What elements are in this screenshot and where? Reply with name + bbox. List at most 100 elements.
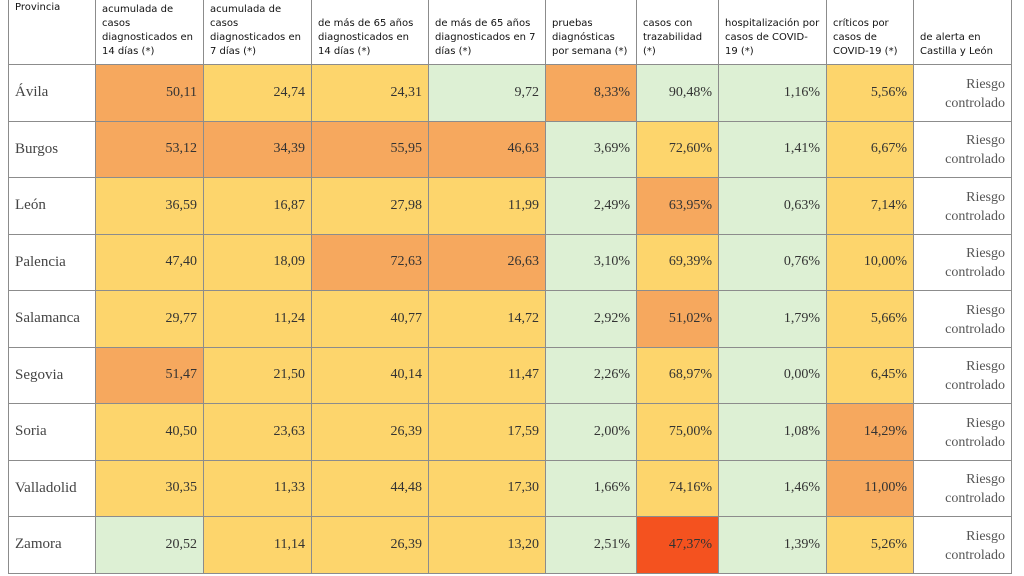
value-cell: 46,63	[428, 120, 546, 178]
table-row: Ávila 50,11 24,74 24,31 9,72 8,33% 90,48% 1,16%…	[8, 64, 1012, 122]
header-cell: de más de 65 años diagnosticados en 7 dí…	[428, 0, 546, 65]
province-cell: León	[8, 177, 96, 235]
value-cell: 6,67%	[826, 120, 914, 178]
value-cell: 63,95%	[636, 177, 719, 235]
value-cell: Riesgo controlado	[913, 233, 1012, 291]
value-cell: 47,40	[95, 233, 204, 291]
value-cell: 11,24	[203, 290, 312, 348]
value-cell: Riesgo controlado	[913, 403, 1012, 461]
value-cell: 20,52	[95, 516, 204, 574]
value-cell: 1,16%	[718, 64, 827, 122]
value-cell: 23,63	[203, 403, 312, 461]
value-cell: 40,77	[311, 290, 429, 348]
value-cell: 16,87	[203, 177, 312, 235]
value-cell: 26,63	[428, 233, 546, 291]
value-cell: 27,98	[311, 177, 429, 235]
value-cell: 72,63	[311, 233, 429, 291]
header-cell: Provincia	[8, 0, 96, 65]
value-cell: 75,00%	[636, 403, 719, 461]
value-cell: 3,10%	[545, 233, 637, 291]
province-cell: Palencia	[8, 233, 96, 291]
value-cell: 2,26%	[545, 346, 637, 404]
province-cell: Salamanca	[8, 290, 96, 348]
value-cell: 36,59	[95, 177, 204, 235]
value-cell: 21,50	[203, 346, 312, 404]
value-cell: 1,39%	[718, 516, 827, 574]
value-cell: 0,76%	[718, 233, 827, 291]
value-cell: 5,66%	[826, 290, 914, 348]
province-cell: Segovia	[8, 346, 96, 404]
value-cell: 5,26%	[826, 516, 914, 574]
header-cell: críticos por casos de COVID-19 (*)	[826, 0, 914, 65]
value-cell: 2,49%	[545, 177, 637, 235]
value-cell: 24,74	[203, 64, 312, 122]
header-cell: hospitalización por casos de COVID-19 (*…	[718, 0, 827, 65]
value-cell: 51,02%	[636, 290, 719, 348]
value-cell: 1,41%	[718, 120, 827, 178]
value-cell: Riesgo controlado	[913, 290, 1012, 348]
table-row: Salamanca 29,77 11,24 40,77 14,72 2,92% 51,02%…	[8, 290, 1012, 348]
value-cell: 1,79%	[718, 290, 827, 348]
table-row: Zamora 20,52 11,14 26,39 13,20 2,51% 47,37% 1,3…	[8, 516, 1012, 574]
value-cell: 18,09	[203, 233, 312, 291]
table-row: León 36,59 16,87 27,98 11,99 2,49% 63,95% 0,63%…	[8, 177, 1012, 235]
header-cell: de más de 65 años diagnosticados en 14 d…	[311, 0, 429, 65]
value-cell: 72,60%	[636, 120, 719, 178]
value-cell: 11,47	[428, 346, 546, 404]
value-cell: 26,39	[311, 403, 429, 461]
value-cell: 11,33	[203, 459, 312, 517]
value-cell: 69,39%	[636, 233, 719, 291]
value-cell: 14,29%	[826, 403, 914, 461]
table-row: Valladolid 30,35 11,33 44,48 17,30 1,66% 74,16…	[8, 459, 1012, 517]
value-cell: 11,99	[428, 177, 546, 235]
value-cell: Riesgo controlado	[913, 516, 1012, 574]
province-cell: Zamora	[8, 516, 96, 574]
table-row: Segovia 51,47 21,50 40,14 11,47 2,26% 68,97% 0,…	[8, 346, 1012, 404]
data-table: Provincia acumulada de casos diagnosticad…	[8, 0, 1012, 574]
value-cell: 17,30	[428, 459, 546, 517]
value-cell: Riesgo controlado	[913, 346, 1012, 404]
header-cell: casos con trazabilidad (*)	[636, 0, 719, 65]
value-cell: 30,35	[95, 459, 204, 517]
value-cell: 47,37%	[636, 516, 719, 574]
header-cell: acumulada de casos diagnosticados en 7 d…	[203, 0, 312, 65]
value-cell: 74,16%	[636, 459, 719, 517]
province-cell: Ávila	[8, 64, 96, 122]
value-cell: 10,00%	[826, 233, 914, 291]
value-cell: Riesgo controlado	[913, 64, 1012, 122]
header-cell: de alerta en Castilla y León	[913, 0, 1012, 65]
province-cell: Valladolid	[8, 459, 96, 517]
value-cell: 3,69%	[545, 120, 637, 178]
value-cell: 2,92%	[545, 290, 637, 348]
table-row: Soria 40,50 23,63 26,39 17,59 2,00% 75,00% 1,08…	[8, 403, 1012, 461]
value-cell: 9,72	[428, 64, 546, 122]
value-cell: 40,50	[95, 403, 204, 461]
value-cell: 53,12	[95, 120, 204, 178]
table-wrap: Provincia acumulada de casos diagnosticad…	[8, 0, 1012, 574]
value-cell: 29,77	[95, 290, 204, 348]
value-cell: 11,00%	[826, 459, 914, 517]
value-cell: 14,72	[428, 290, 546, 348]
value-cell: 55,95	[311, 120, 429, 178]
table-body: Ávila 50,11 24,74 24,31 9,72 8,33% 90,48% 1,16%…	[8, 64, 1012, 574]
value-cell: 2,51%	[545, 516, 637, 574]
value-cell: 0,63%	[718, 177, 827, 235]
value-cell: 2,00%	[545, 403, 637, 461]
value-cell: 26,39	[311, 516, 429, 574]
header-cell: acumulada de casos diagnosticados en 14 …	[95, 0, 204, 65]
value-cell: 5,56%	[826, 64, 914, 122]
value-cell: 17,59	[428, 403, 546, 461]
value-cell: 1,08%	[718, 403, 827, 461]
value-cell: 40,14	[311, 346, 429, 404]
province-cell: Burgos	[8, 120, 96, 178]
value-cell: 7,14%	[826, 177, 914, 235]
value-cell: 44,48	[311, 459, 429, 517]
value-cell: 90,48%	[636, 64, 719, 122]
value-cell: 6,45%	[826, 346, 914, 404]
value-cell: 50,11	[95, 64, 204, 122]
value-cell: 0,00%	[718, 346, 827, 404]
table-row: Palencia 47,40 18,09 72,63 26,63 3,10% 69,39% 0…	[8, 233, 1012, 291]
value-cell: Riesgo controlado	[913, 459, 1012, 517]
header-cell: pruebas diagnósticas por semana (*)	[545, 0, 637, 65]
